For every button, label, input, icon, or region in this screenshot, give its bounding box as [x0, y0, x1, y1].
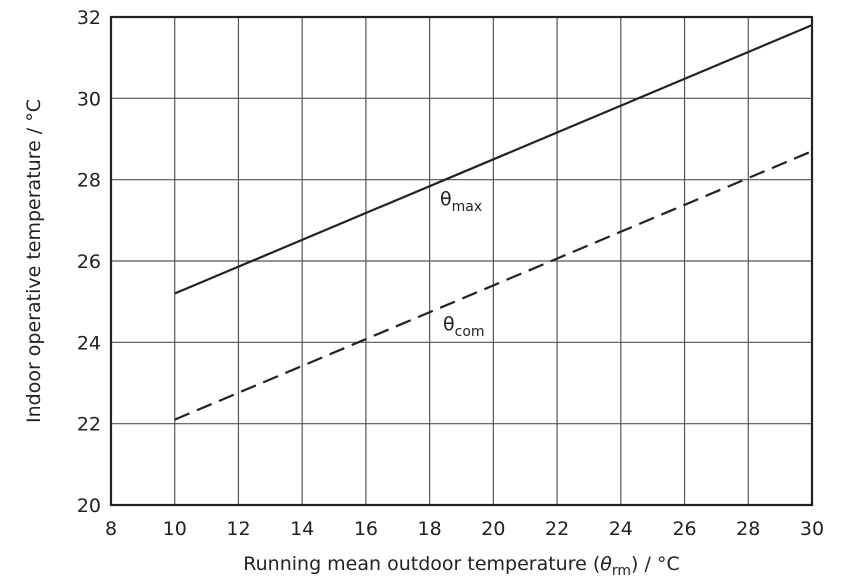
- grid-lines: [110, 16, 813, 506]
- series-label-max-subscript: max: [452, 199, 483, 215]
- y-tick-label: 30: [77, 88, 101, 110]
- x-axis-label-symbol: θ: [600, 553, 612, 575]
- y-tick-label: 20: [77, 495, 101, 517]
- x-axis-label-post: ) / °C: [631, 553, 680, 575]
- x-tick-label: 26: [672, 518, 696, 540]
- x-tick-label: 18: [418, 518, 442, 540]
- x-axis-label-subscript: rm: [612, 563, 631, 579]
- y-tick-label: 22: [77, 414, 101, 436]
- x-tick-label: 16: [354, 518, 378, 540]
- y-tick-label: 24: [77, 332, 101, 354]
- x-axis-label-pre: Running mean outdoor temperature (: [243, 553, 600, 575]
- y-tick-label: 28: [77, 170, 101, 192]
- series-line-com: [174, 150, 813, 421]
- x-tick-label: 12: [226, 518, 250, 540]
- series-lines: [174, 24, 813, 421]
- x-tick-labels: 8 10 12 14 16 18 20 22 24 26 28 30: [105, 518, 824, 540]
- y-tick-label: 26: [77, 251, 101, 273]
- x-tick-label: 10: [163, 518, 187, 540]
- x-tick-label: 28: [736, 518, 760, 540]
- series-label-com: θcom: [443, 313, 485, 340]
- y-axis-label: Indoor operative temperature / °C: [23, 99, 45, 423]
- y-tick-label: 32: [77, 7, 101, 29]
- x-tick-label: 8: [105, 518, 117, 540]
- x-axis-label: Running mean outdoor temperature (θrm) /…: [243, 553, 679, 579]
- x-tick-label: 22: [545, 518, 569, 540]
- plot-frame: [109, 15, 814, 507]
- series-label-max: θmax: [440, 188, 482, 215]
- x-tick-label: 20: [481, 518, 505, 540]
- series-label-com-subscript: com: [455, 324, 485, 340]
- y-tick-labels: 20 22 24 26 28 30 32: [77, 7, 101, 517]
- series-line-max: [174, 24, 813, 295]
- x-tick-label: 30: [800, 518, 824, 540]
- x-tick-label: 14: [290, 518, 314, 540]
- series-label-com-symbol: θ: [443, 313, 455, 335]
- x-tick-label: 24: [609, 518, 633, 540]
- series-label-max-symbol: θ: [440, 188, 452, 210]
